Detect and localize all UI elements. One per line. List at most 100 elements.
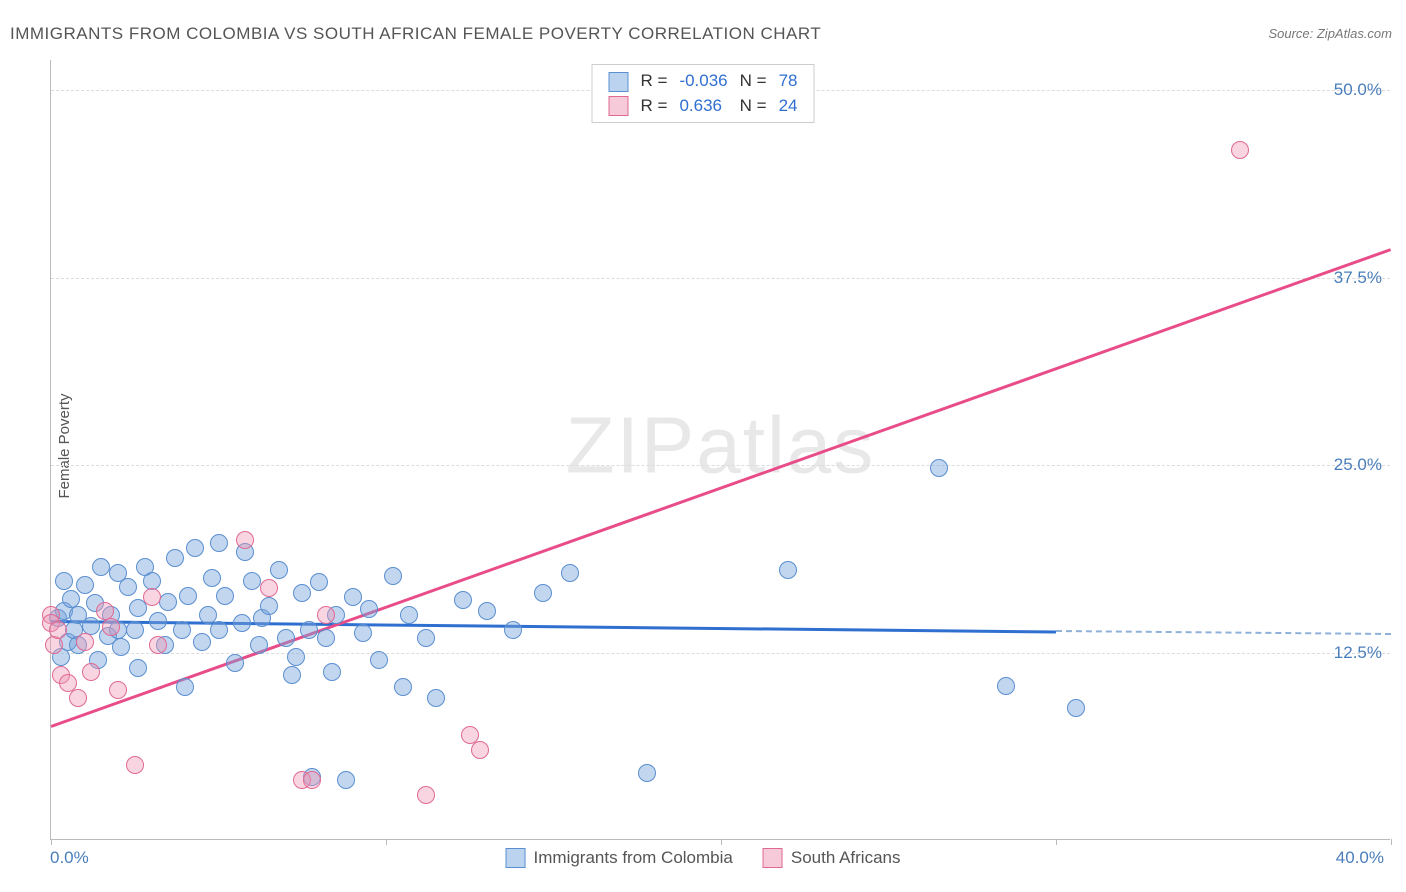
data-point-colombia bbox=[930, 459, 948, 477]
source-attribution: Source: ZipAtlas.com bbox=[1268, 26, 1392, 41]
data-point-south_africa bbox=[76, 633, 94, 651]
source-prefix: Source: bbox=[1268, 26, 1316, 41]
data-point-colombia bbox=[534, 584, 552, 602]
series-legend-item-colombia: Immigrants from Colombia bbox=[506, 848, 733, 868]
n-label-2: N = bbox=[734, 94, 773, 119]
series-label-south-africa: South Africans bbox=[791, 848, 901, 868]
data-point-colombia bbox=[193, 633, 211, 651]
r-label-2: R = bbox=[635, 94, 674, 119]
trend-line-colombia-dash bbox=[1056, 630, 1391, 635]
data-point-colombia bbox=[1067, 699, 1085, 717]
watermark-thin: atlas bbox=[696, 400, 875, 489]
data-point-colombia bbox=[370, 651, 388, 669]
data-point-colombia bbox=[310, 573, 328, 591]
data-point-colombia bbox=[283, 666, 301, 684]
series-legend: Immigrants from Colombia South Africans bbox=[506, 848, 901, 868]
data-point-colombia bbox=[300, 621, 318, 639]
data-point-south_africa bbox=[126, 756, 144, 774]
data-point-colombia bbox=[149, 612, 167, 630]
r-value-1: -0.036 bbox=[673, 69, 733, 94]
chart-container: IMMIGRANTS FROM COLOMBIA VS SOUTH AFRICA… bbox=[0, 0, 1406, 892]
data-point-colombia bbox=[233, 614, 251, 632]
data-point-south_africa bbox=[82, 663, 100, 681]
data-point-south_africa bbox=[303, 771, 321, 789]
data-point-colombia bbox=[337, 771, 355, 789]
data-point-colombia bbox=[92, 558, 110, 576]
data-point-south_africa bbox=[471, 741, 489, 759]
y-tick-label: 50.0% bbox=[1334, 80, 1382, 100]
series-label-colombia: Immigrants from Colombia bbox=[534, 848, 733, 868]
data-point-colombia bbox=[504, 621, 522, 639]
data-point-colombia bbox=[143, 572, 161, 590]
data-point-colombia bbox=[638, 764, 656, 782]
x-axis-min-label: 0.0% bbox=[50, 848, 89, 868]
data-point-colombia bbox=[203, 569, 221, 587]
data-point-colombia bbox=[176, 678, 194, 696]
data-point-colombia bbox=[417, 629, 435, 647]
data-point-colombia bbox=[260, 597, 278, 615]
data-point-colombia bbox=[317, 629, 335, 647]
data-point-colombia bbox=[354, 624, 372, 642]
data-point-colombia bbox=[173, 621, 191, 639]
x-tick bbox=[51, 839, 52, 845]
data-point-colombia bbox=[129, 659, 147, 677]
data-point-colombia bbox=[210, 621, 228, 639]
data-point-south_africa bbox=[317, 606, 335, 624]
correlation-legend: R = -0.036 N = 78 R = 0.636 N = 24 bbox=[592, 64, 815, 123]
series-swatch-south-africa bbox=[763, 848, 783, 868]
data-point-colombia bbox=[384, 567, 402, 585]
data-point-colombia bbox=[216, 587, 234, 605]
data-point-colombia bbox=[82, 617, 100, 635]
data-point-colombia bbox=[159, 593, 177, 611]
data-point-colombia bbox=[427, 689, 445, 707]
data-point-south_africa bbox=[143, 588, 161, 606]
data-point-colombia bbox=[287, 648, 305, 666]
series-swatch-colombia bbox=[506, 848, 526, 868]
data-point-colombia bbox=[277, 629, 295, 647]
data-point-colombia bbox=[119, 578, 137, 596]
data-point-colombia bbox=[344, 588, 362, 606]
data-point-colombia bbox=[76, 576, 94, 594]
data-point-colombia bbox=[323, 663, 341, 681]
plot-area: ZIPatlas 12.5% 25.0% 37.5% 50.0% bbox=[50, 60, 1390, 840]
data-point-colombia bbox=[179, 587, 197, 605]
n-value-1: 78 bbox=[773, 69, 804, 94]
source-name: ZipAtlas.com bbox=[1317, 26, 1392, 41]
n-label-1: N = bbox=[734, 69, 773, 94]
data-point-colombia bbox=[186, 539, 204, 557]
data-point-colombia bbox=[126, 621, 144, 639]
x-tick bbox=[721, 839, 722, 845]
data-point-colombia bbox=[166, 549, 184, 567]
data-point-south_africa bbox=[69, 689, 87, 707]
data-point-south_africa bbox=[236, 531, 254, 549]
data-point-colombia bbox=[293, 584, 311, 602]
data-point-south_africa bbox=[149, 636, 167, 654]
data-point-south_africa bbox=[260, 579, 278, 597]
y-tick-label: 25.0% bbox=[1334, 455, 1382, 475]
trend-line-south_africa bbox=[50, 248, 1391, 728]
x-axis-max-label: 40.0% bbox=[1336, 848, 1384, 868]
data-point-colombia bbox=[997, 677, 1015, 695]
y-tick-label: 12.5% bbox=[1334, 643, 1382, 663]
chart-title: IMMIGRANTS FROM COLOMBIA VS SOUTH AFRICA… bbox=[10, 24, 821, 44]
data-point-colombia bbox=[270, 561, 288, 579]
data-point-colombia bbox=[250, 636, 268, 654]
data-point-colombia bbox=[210, 534, 228, 552]
data-point-south_africa bbox=[49, 621, 67, 639]
gridline bbox=[51, 465, 1390, 466]
correlation-legend-row-2: R = 0.636 N = 24 bbox=[603, 94, 804, 119]
data-point-colombia bbox=[779, 561, 797, 579]
data-point-colombia bbox=[360, 600, 378, 618]
watermark: ZIPatlas bbox=[566, 399, 875, 491]
data-point-colombia bbox=[243, 572, 261, 590]
data-point-south_africa bbox=[102, 618, 120, 636]
y-tick-label: 37.5% bbox=[1334, 268, 1382, 288]
data-point-colombia bbox=[62, 590, 80, 608]
data-point-colombia bbox=[55, 572, 73, 590]
data-point-south_africa bbox=[109, 681, 127, 699]
data-point-south_africa bbox=[96, 602, 114, 620]
x-tick bbox=[386, 839, 387, 845]
data-point-south_africa bbox=[417, 786, 435, 804]
r-label-1: R = bbox=[635, 69, 674, 94]
correlation-legend-row-1: R = -0.036 N = 78 bbox=[603, 69, 804, 94]
